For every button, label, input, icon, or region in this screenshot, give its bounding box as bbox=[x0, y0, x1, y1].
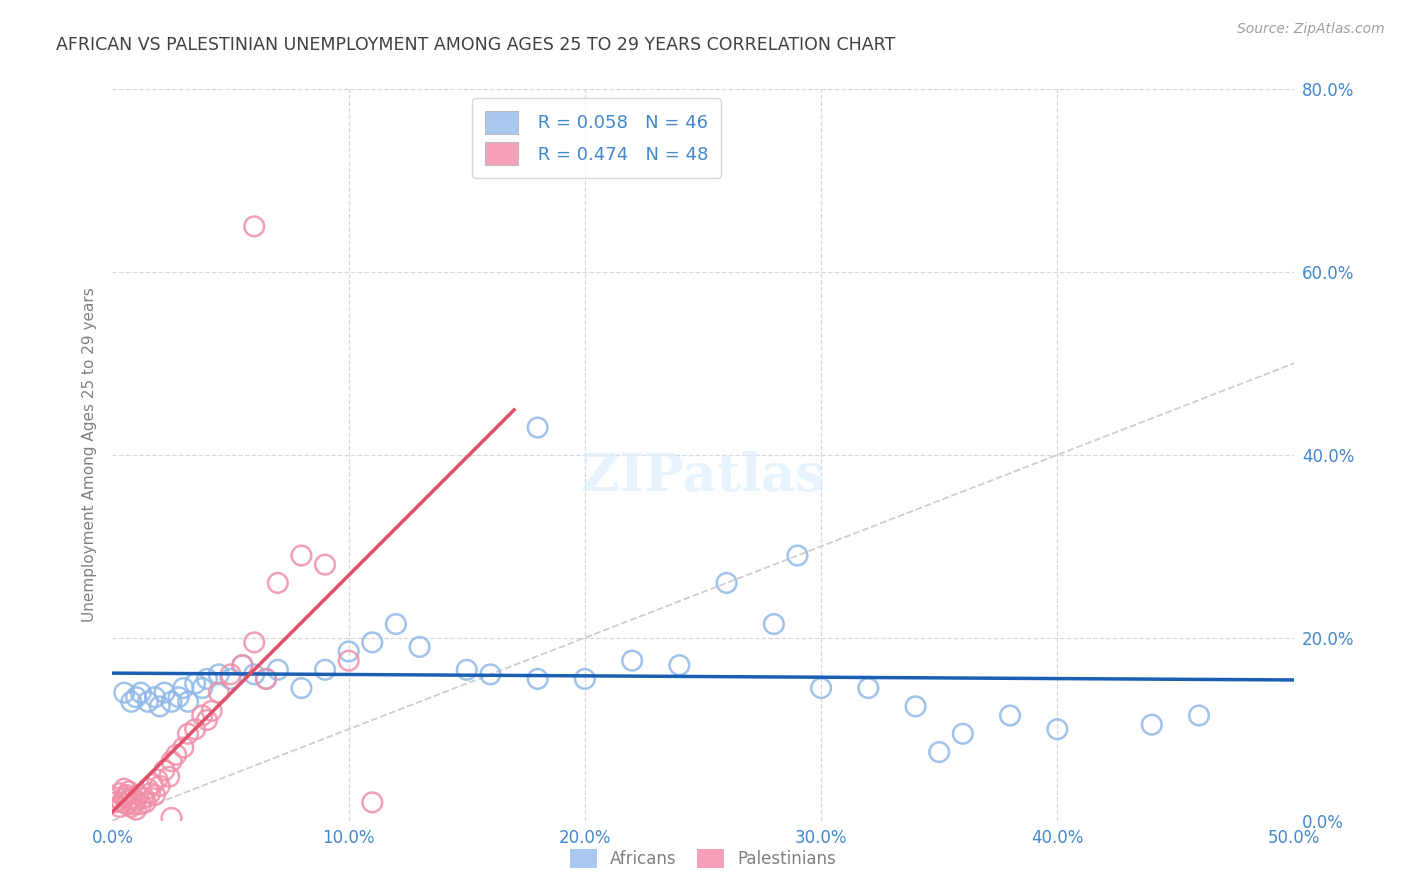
Point bbox=[526, 420, 548, 434]
Text: AFRICAN VS PALESTINIAN UNEMPLOYMENT AMONG AGES 25 TO 29 YEARS CORRELATION CHART: AFRICAN VS PALESTINIAN UNEMPLOYMENT AMON… bbox=[56, 36, 896, 54]
Point bbox=[160, 811, 183, 825]
Point bbox=[120, 790, 142, 805]
Point bbox=[952, 727, 974, 741]
Point bbox=[1046, 723, 1069, 737]
Point bbox=[201, 704, 224, 718]
Point bbox=[125, 690, 148, 705]
Point bbox=[243, 219, 266, 234]
Point bbox=[526, 672, 548, 686]
Point bbox=[172, 740, 194, 755]
Point bbox=[112, 781, 135, 796]
Point bbox=[1188, 708, 1211, 723]
Point bbox=[118, 793, 141, 807]
Point bbox=[167, 690, 190, 705]
Point bbox=[184, 676, 207, 690]
Point bbox=[127, 788, 149, 802]
Point bbox=[928, 745, 950, 759]
Point bbox=[361, 635, 384, 649]
Point bbox=[254, 672, 277, 686]
Point bbox=[231, 658, 253, 673]
Point bbox=[254, 672, 277, 686]
Legend: Africans, Palestinians: Africans, Palestinians bbox=[564, 842, 842, 874]
Point bbox=[125, 793, 148, 807]
Point bbox=[243, 667, 266, 681]
Point bbox=[810, 681, 832, 695]
Point bbox=[112, 790, 135, 805]
Point bbox=[574, 672, 596, 686]
Point bbox=[153, 685, 176, 699]
Point bbox=[105, 790, 128, 805]
Point bbox=[157, 770, 180, 784]
Point bbox=[120, 695, 142, 709]
Point bbox=[337, 654, 360, 668]
Point bbox=[314, 558, 336, 572]
Text: Source: ZipAtlas.com: Source: ZipAtlas.com bbox=[1237, 22, 1385, 37]
Point bbox=[172, 681, 194, 695]
Point bbox=[177, 727, 200, 741]
Point bbox=[408, 640, 430, 654]
Point bbox=[136, 695, 159, 709]
Point bbox=[104, 796, 127, 810]
Point bbox=[1140, 717, 1163, 731]
Point bbox=[122, 797, 145, 812]
Point bbox=[165, 747, 187, 762]
Point bbox=[219, 667, 242, 681]
Point bbox=[231, 658, 253, 673]
Point bbox=[120, 800, 142, 814]
Point bbox=[129, 797, 152, 812]
Point bbox=[115, 797, 138, 812]
Point bbox=[267, 576, 290, 591]
Y-axis label: Unemployment Among Ages 25 to 29 years: Unemployment Among Ages 25 to 29 years bbox=[82, 287, 97, 623]
Point bbox=[143, 690, 166, 705]
Point bbox=[129, 685, 152, 699]
Point bbox=[160, 754, 183, 768]
Point bbox=[195, 713, 218, 727]
Point bbox=[142, 777, 165, 791]
Point bbox=[361, 796, 384, 810]
Point bbox=[191, 681, 214, 695]
Point bbox=[149, 699, 172, 714]
Point bbox=[479, 667, 502, 681]
Point bbox=[456, 663, 478, 677]
Point bbox=[762, 617, 785, 632]
Point bbox=[177, 695, 200, 709]
Point bbox=[998, 708, 1021, 723]
Point bbox=[716, 576, 738, 591]
Point bbox=[112, 685, 135, 699]
Point bbox=[108, 786, 131, 800]
Point bbox=[668, 658, 690, 673]
Point bbox=[243, 635, 266, 649]
Point bbox=[115, 788, 138, 802]
Point bbox=[149, 779, 172, 793]
Point bbox=[621, 654, 644, 668]
Point bbox=[191, 708, 214, 723]
Point bbox=[290, 549, 312, 563]
Point bbox=[385, 617, 408, 632]
Point bbox=[136, 781, 159, 796]
Point bbox=[184, 723, 207, 737]
Point bbox=[208, 667, 231, 681]
Point bbox=[160, 695, 183, 709]
Point bbox=[153, 764, 176, 778]
Point bbox=[858, 681, 880, 695]
Point bbox=[337, 644, 360, 658]
Point bbox=[314, 663, 336, 677]
Point bbox=[786, 549, 808, 563]
Point bbox=[267, 663, 290, 677]
Point bbox=[904, 699, 927, 714]
Point bbox=[132, 790, 155, 805]
Point bbox=[143, 788, 166, 802]
Point bbox=[135, 796, 157, 810]
Point bbox=[125, 803, 148, 817]
Point bbox=[118, 784, 141, 798]
Point bbox=[111, 796, 134, 810]
Point bbox=[208, 685, 231, 699]
Point bbox=[195, 672, 218, 686]
Point bbox=[139, 786, 162, 800]
Point bbox=[108, 800, 131, 814]
Point bbox=[219, 672, 242, 686]
Point bbox=[146, 772, 169, 787]
Point bbox=[290, 681, 312, 695]
Text: ZIPatlas: ZIPatlas bbox=[581, 451, 825, 502]
